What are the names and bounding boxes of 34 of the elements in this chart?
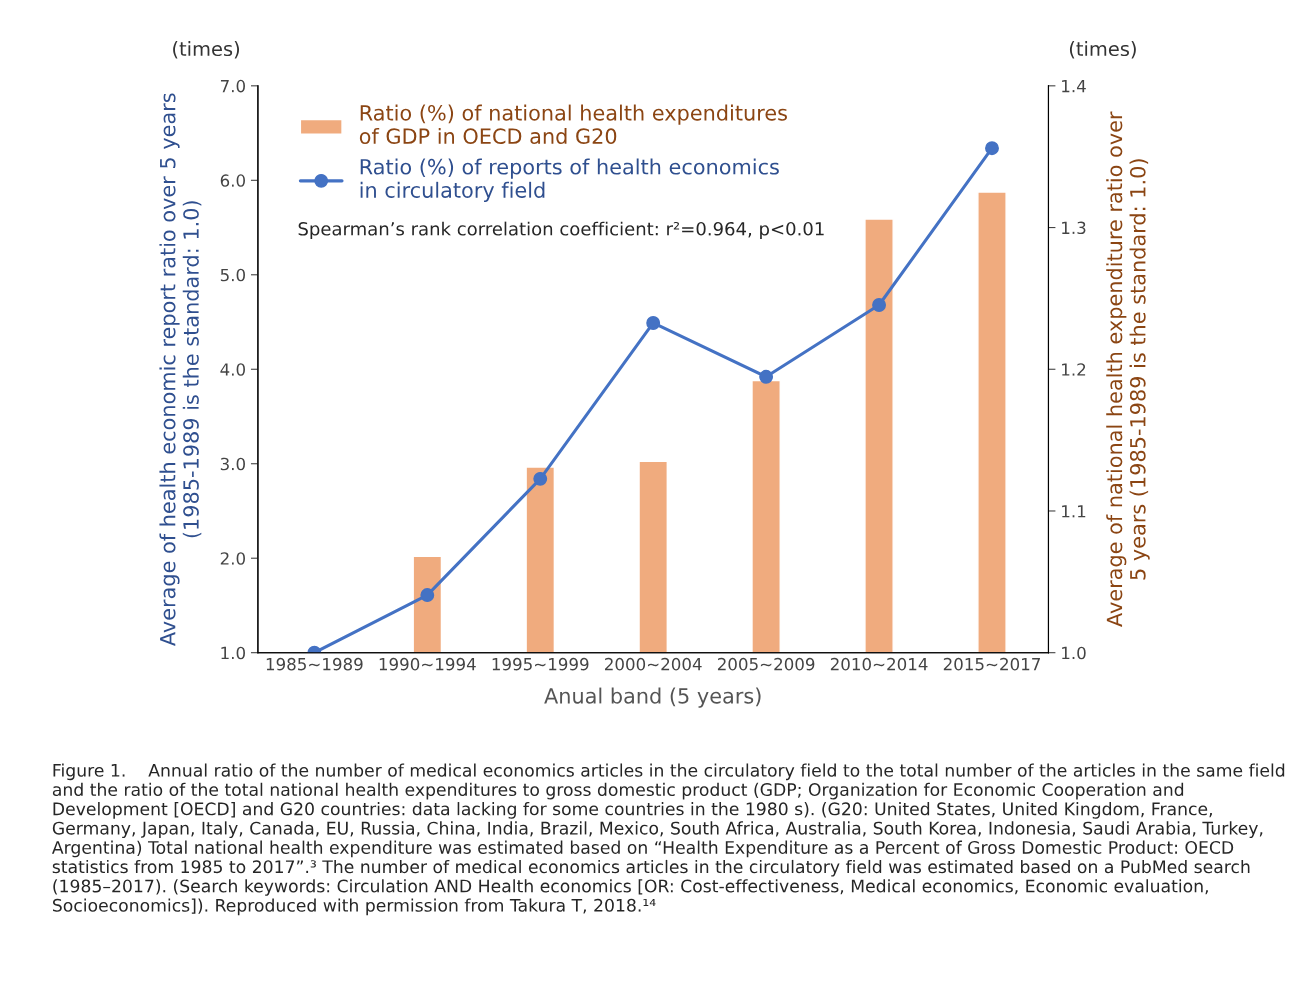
y2-tick-label: 1.1 xyxy=(1062,505,1086,518)
point xyxy=(985,141,999,156)
y2-tick-label: 1.2 xyxy=(1062,363,1086,376)
y-tick-label: 4.0 xyxy=(220,363,245,376)
x-tick-label: 2015~2017 xyxy=(943,657,1040,671)
x-tick-label: 2000~2004 xyxy=(605,657,702,671)
x-tick-label: 1995~1999 xyxy=(492,657,589,671)
x-axis-title: Anual band (5 years) xyxy=(544,687,761,708)
annotation: Spearman’s rank correlation coefficient: r²=0.964, p<0.01 xyxy=(298,221,824,240)
point xyxy=(533,471,548,486)
y-tick-label: 6.0 xyxy=(220,174,245,187)
y-tick-label: 1.0 xyxy=(221,646,245,660)
x-tick-label: 2005~2009 xyxy=(717,657,815,671)
y-tick-label: 5.0 xyxy=(220,268,245,282)
caption: Figure 1. Annual ratio of the number of medical economics articles in the circulatory field to the total number of the articles in the same field and the ratio of the total national health expenditures to gross domestic product (GDP; Organization for Economic Cooperation and Development [OECD] and G20 countries: data lacking for some countries in the 1980 s). (G20: United States, United Kingdom, France, Germany, Japan, Italy, Canada, EU, Russia, China, India, Brazil, Mexico, South Africa, Australia, South Korea, Indonesia, Saudi Arabia, Turkey, Argentina) Total national health expenditure was estimated based on “Health Expenditure as a Percent of Gross Domestic Product: OECD statistics from 1985 to 2017”.³ The number of medical economics articles in the circulatory field was estimated based on a PubMed search (1985–2017). (Search keywords: Circulation AND Health economics [OR: Cost-effectiveness, Medical economics, Economic evaluation, Socioeconomics]). Reproduced with permission from Takura T, 2018.¹⁴ xyxy=(51,763,1285,916)
y-tick-label: 3.0 xyxy=(220,457,245,471)
point xyxy=(872,298,887,312)
text: (times) xyxy=(1069,41,1136,59)
y2-tick-label: 1.4 xyxy=(1062,80,1086,93)
y-axis-title: Average of health economic report ratio over 5 years (1985-1989 is the standard: 1.0) xyxy=(159,93,202,646)
legend-label: Ratio (%) of reports of health economics in circulatory field xyxy=(360,158,779,202)
point xyxy=(759,369,774,384)
y2-tick-label: 1.3 xyxy=(1062,221,1086,235)
y-tick-label: 2.0 xyxy=(220,552,245,565)
x-tick-label: 1990~1994 xyxy=(379,657,476,671)
x-tick-label: 2010~2014 xyxy=(830,657,928,671)
point xyxy=(646,316,661,330)
y2-tick-label: 1.0 xyxy=(1062,646,1086,660)
point xyxy=(420,588,435,603)
text: (times) xyxy=(173,41,240,59)
x-tick-label: 1985~1989 xyxy=(266,657,363,671)
y-tick-label: 7.0 xyxy=(220,79,245,93)
y2-axis-title: Average of national health expenditure ratio over 5 years (1985-1989 is the standard: 1.0) xyxy=(1106,111,1150,627)
legend-label: Ratio (%) of national health expenditures of GDP in OECD and G20 xyxy=(359,104,787,145)
